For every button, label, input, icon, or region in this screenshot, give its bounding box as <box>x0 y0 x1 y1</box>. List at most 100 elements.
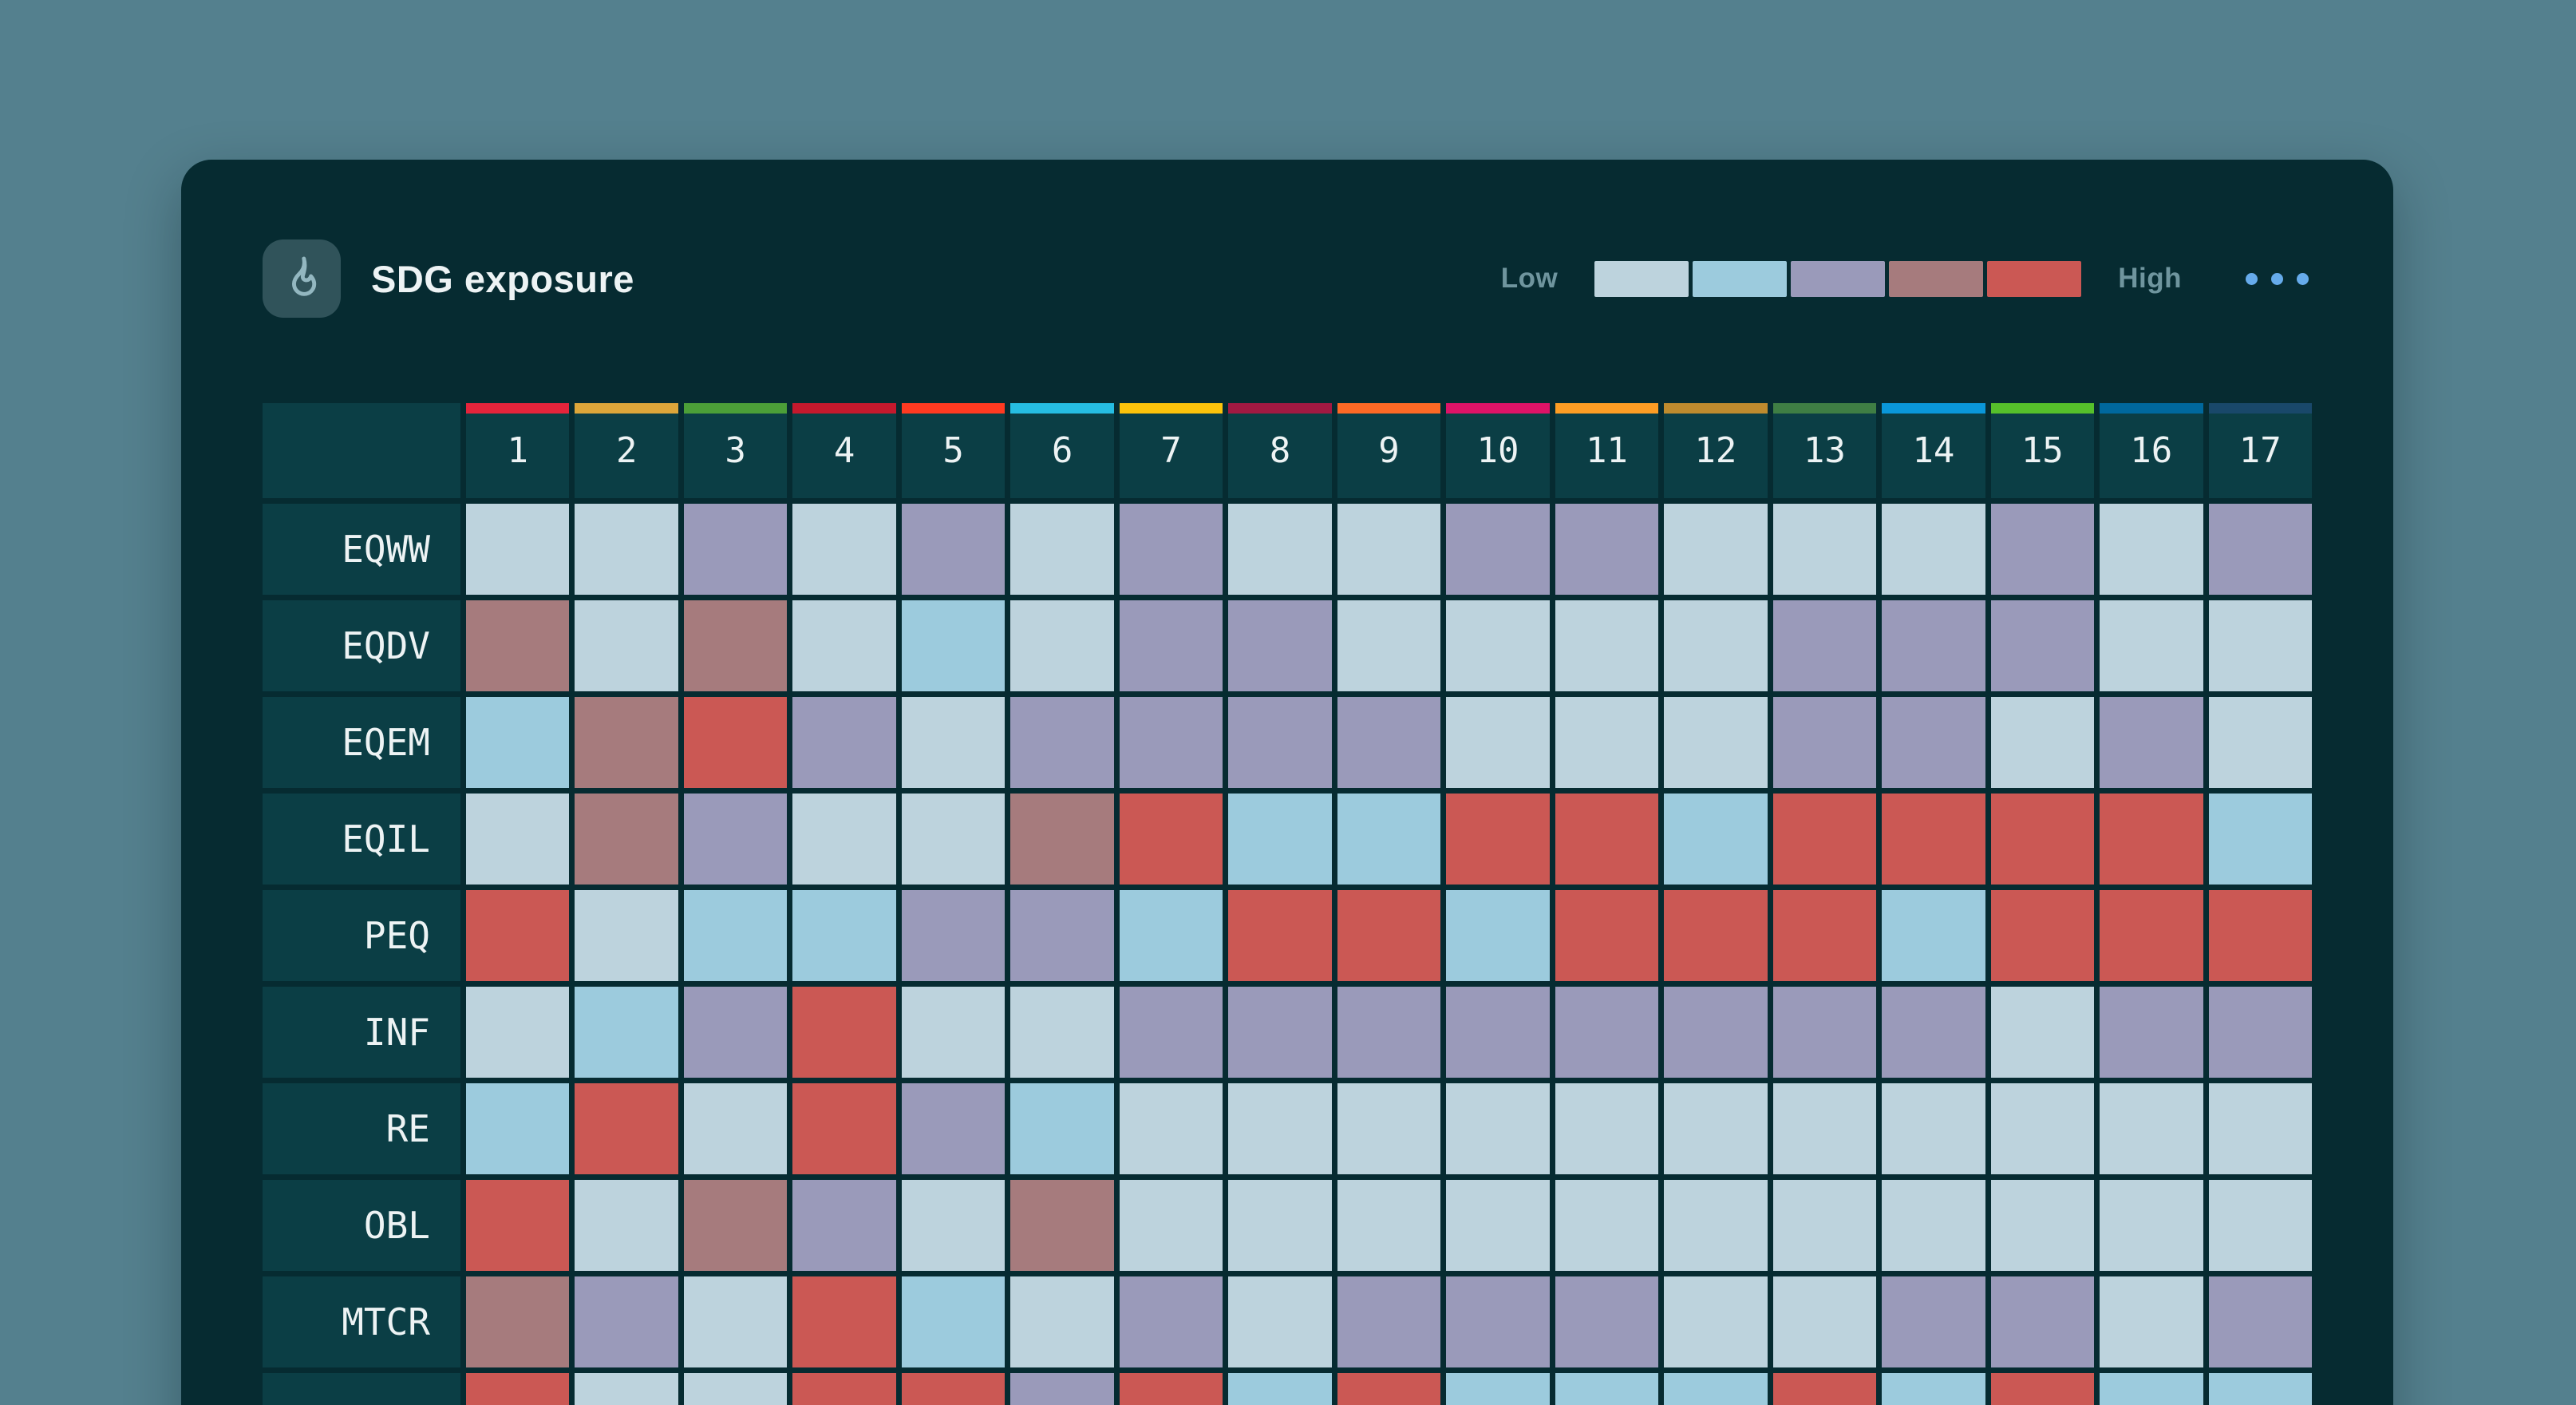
heatmap-cell[interactable] <box>901 697 1006 788</box>
heatmap-cell[interactable] <box>1882 1276 1985 1367</box>
heatmap-cell[interactable] <box>1664 600 1768 691</box>
heatmap-cell[interactable] <box>1337 794 1441 885</box>
heatmap-cell[interactable] <box>1990 1180 2095 1271</box>
heatmap-cell[interactable] <box>1990 600 2095 691</box>
heatmap-cell[interactable] <box>1337 1373 1441 1405</box>
heatmap-cell[interactable] <box>1772 1373 1877 1405</box>
heatmap-cell[interactable] <box>1882 794 1985 885</box>
heatmap-cell[interactable] <box>1882 600 1985 691</box>
heatmap-cell[interactable] <box>1337 504 1441 595</box>
heatmap-cell[interactable] <box>1555 1276 1659 1367</box>
heatmap-cell[interactable] <box>1446 794 1550 885</box>
heatmap-cell[interactable] <box>1446 890 1550 981</box>
heatmap-cell[interactable] <box>1228 504 1332 595</box>
heatmap-cell[interactable] <box>1228 1276 1332 1367</box>
heatmap-cell[interactable] <box>1990 697 2095 788</box>
heatmap-cell[interactable] <box>683 1180 788 1271</box>
heatmap-cell[interactable] <box>1990 1276 2095 1367</box>
heatmap-cell[interactable] <box>466 504 570 595</box>
heatmap-cell[interactable] <box>1337 987 1441 1078</box>
heatmap-cell[interactable] <box>575 1276 678 1367</box>
heatmap-cell[interactable] <box>683 1373 788 1405</box>
heatmap-cell[interactable] <box>1228 794 1332 885</box>
heatmap-cell[interactable] <box>683 794 788 885</box>
heatmap-cell[interactable] <box>1446 697 1550 788</box>
heatmap-cell[interactable] <box>1228 1180 1332 1271</box>
heatmap-cell[interactable] <box>1337 600 1441 691</box>
heatmap-cell[interactable] <box>901 987 1006 1078</box>
heatmap-cell[interactable] <box>1010 1180 1114 1271</box>
heatmap-cell[interactable] <box>1664 697 1768 788</box>
heatmap-cell[interactable] <box>1664 504 1768 595</box>
heatmap-cell[interactable] <box>466 1180 570 1271</box>
heatmap-cell[interactable] <box>1882 697 1985 788</box>
heatmap-cell[interactable] <box>575 1373 678 1405</box>
heatmap-cell[interactable] <box>466 1083 570 1174</box>
heatmap-cell[interactable] <box>466 890 570 981</box>
heatmap-cell[interactable] <box>575 600 678 691</box>
heatmap-cell[interactable] <box>2100 600 2203 691</box>
heatmap-cell[interactable] <box>1555 987 1659 1078</box>
heatmap-cell[interactable] <box>901 794 1006 885</box>
heatmap-cell[interactable] <box>792 1373 896 1405</box>
heatmap-cell[interactable] <box>2100 890 2203 981</box>
heatmap-cell[interactable] <box>2100 1180 2203 1271</box>
heatmap-cell[interactable] <box>1664 1373 1768 1405</box>
heatmap-cell[interactable] <box>792 1276 896 1367</box>
heatmap-cell[interactable] <box>683 600 788 691</box>
heatmap-cell[interactable] <box>1664 890 1768 981</box>
heatmap-cell[interactable] <box>901 600 1006 691</box>
heatmap-cell[interactable] <box>2208 1083 2312 1174</box>
heatmap-cell[interactable] <box>1664 987 1768 1078</box>
heatmap-cell[interactable] <box>466 794 570 885</box>
heatmap-cell[interactable] <box>901 1083 1006 1174</box>
heatmap-cell[interactable] <box>901 890 1006 981</box>
heatmap-cell[interactable] <box>1446 1373 1550 1405</box>
heatmap-cell[interactable] <box>2208 1180 2312 1271</box>
heatmap-cell[interactable] <box>1337 1083 1441 1174</box>
heatmap-cell[interactable] <box>1772 1276 1877 1367</box>
heatmap-cell[interactable] <box>575 794 678 885</box>
heatmap-cell[interactable] <box>1119 890 1223 981</box>
heatmap-cell[interactable] <box>1664 794 1768 885</box>
heatmap-cell[interactable] <box>2208 890 2312 981</box>
heatmap-cell[interactable] <box>1882 504 1985 595</box>
heatmap-cell[interactable] <box>575 1083 678 1174</box>
heatmap-cell[interactable] <box>1990 890 2095 981</box>
heatmap-cell[interactable] <box>1772 987 1877 1078</box>
heatmap-cell[interactable] <box>1010 600 1114 691</box>
heatmap-cell[interactable] <box>1119 987 1223 1078</box>
heatmap-cell[interactable] <box>2208 504 2312 595</box>
heatmap-cell[interactable] <box>2100 504 2203 595</box>
heatmap-cell[interactable] <box>575 504 678 595</box>
heatmap-cell[interactable] <box>1772 890 1877 981</box>
heatmap-cell[interactable] <box>1772 1083 1877 1174</box>
heatmap-cell[interactable] <box>1337 697 1441 788</box>
heatmap-cell[interactable] <box>1446 1276 1550 1367</box>
heatmap-cell[interactable] <box>1555 794 1659 885</box>
heatmap-cell[interactable] <box>1772 794 1877 885</box>
heatmap-cell[interactable] <box>792 504 896 595</box>
heatmap-cell[interactable] <box>792 890 896 981</box>
heatmap-cell[interactable] <box>2208 1373 2312 1405</box>
heatmap-cell[interactable] <box>792 697 896 788</box>
heatmap-cell[interactable] <box>1882 1373 1985 1405</box>
heatmap-cell[interactable] <box>575 890 678 981</box>
heatmap-cell[interactable] <box>1119 794 1223 885</box>
heatmap-cell[interactable] <box>1664 1276 1768 1367</box>
heatmap-cell[interactable] <box>1228 1083 1332 1174</box>
heatmap-cell[interactable] <box>683 1276 788 1367</box>
overflow-menu-button[interactable] <box>2242 265 2312 293</box>
heatmap-cell[interactable] <box>1555 697 1659 788</box>
heatmap-cell[interactable] <box>1555 1180 1659 1271</box>
heatmap-cell[interactable] <box>792 987 896 1078</box>
heatmap-cell[interactable] <box>1010 504 1114 595</box>
heatmap-cell[interactable] <box>2100 794 2203 885</box>
heatmap-cell[interactable] <box>792 1083 896 1174</box>
heatmap-cell[interactable] <box>1119 504 1223 595</box>
heatmap-cell[interactable] <box>2208 794 2312 885</box>
heatmap-cell[interactable] <box>683 1083 788 1174</box>
heatmap-cell[interactable] <box>466 600 570 691</box>
heatmap-cell[interactable] <box>575 987 678 1078</box>
heatmap-cell[interactable] <box>1119 697 1223 788</box>
